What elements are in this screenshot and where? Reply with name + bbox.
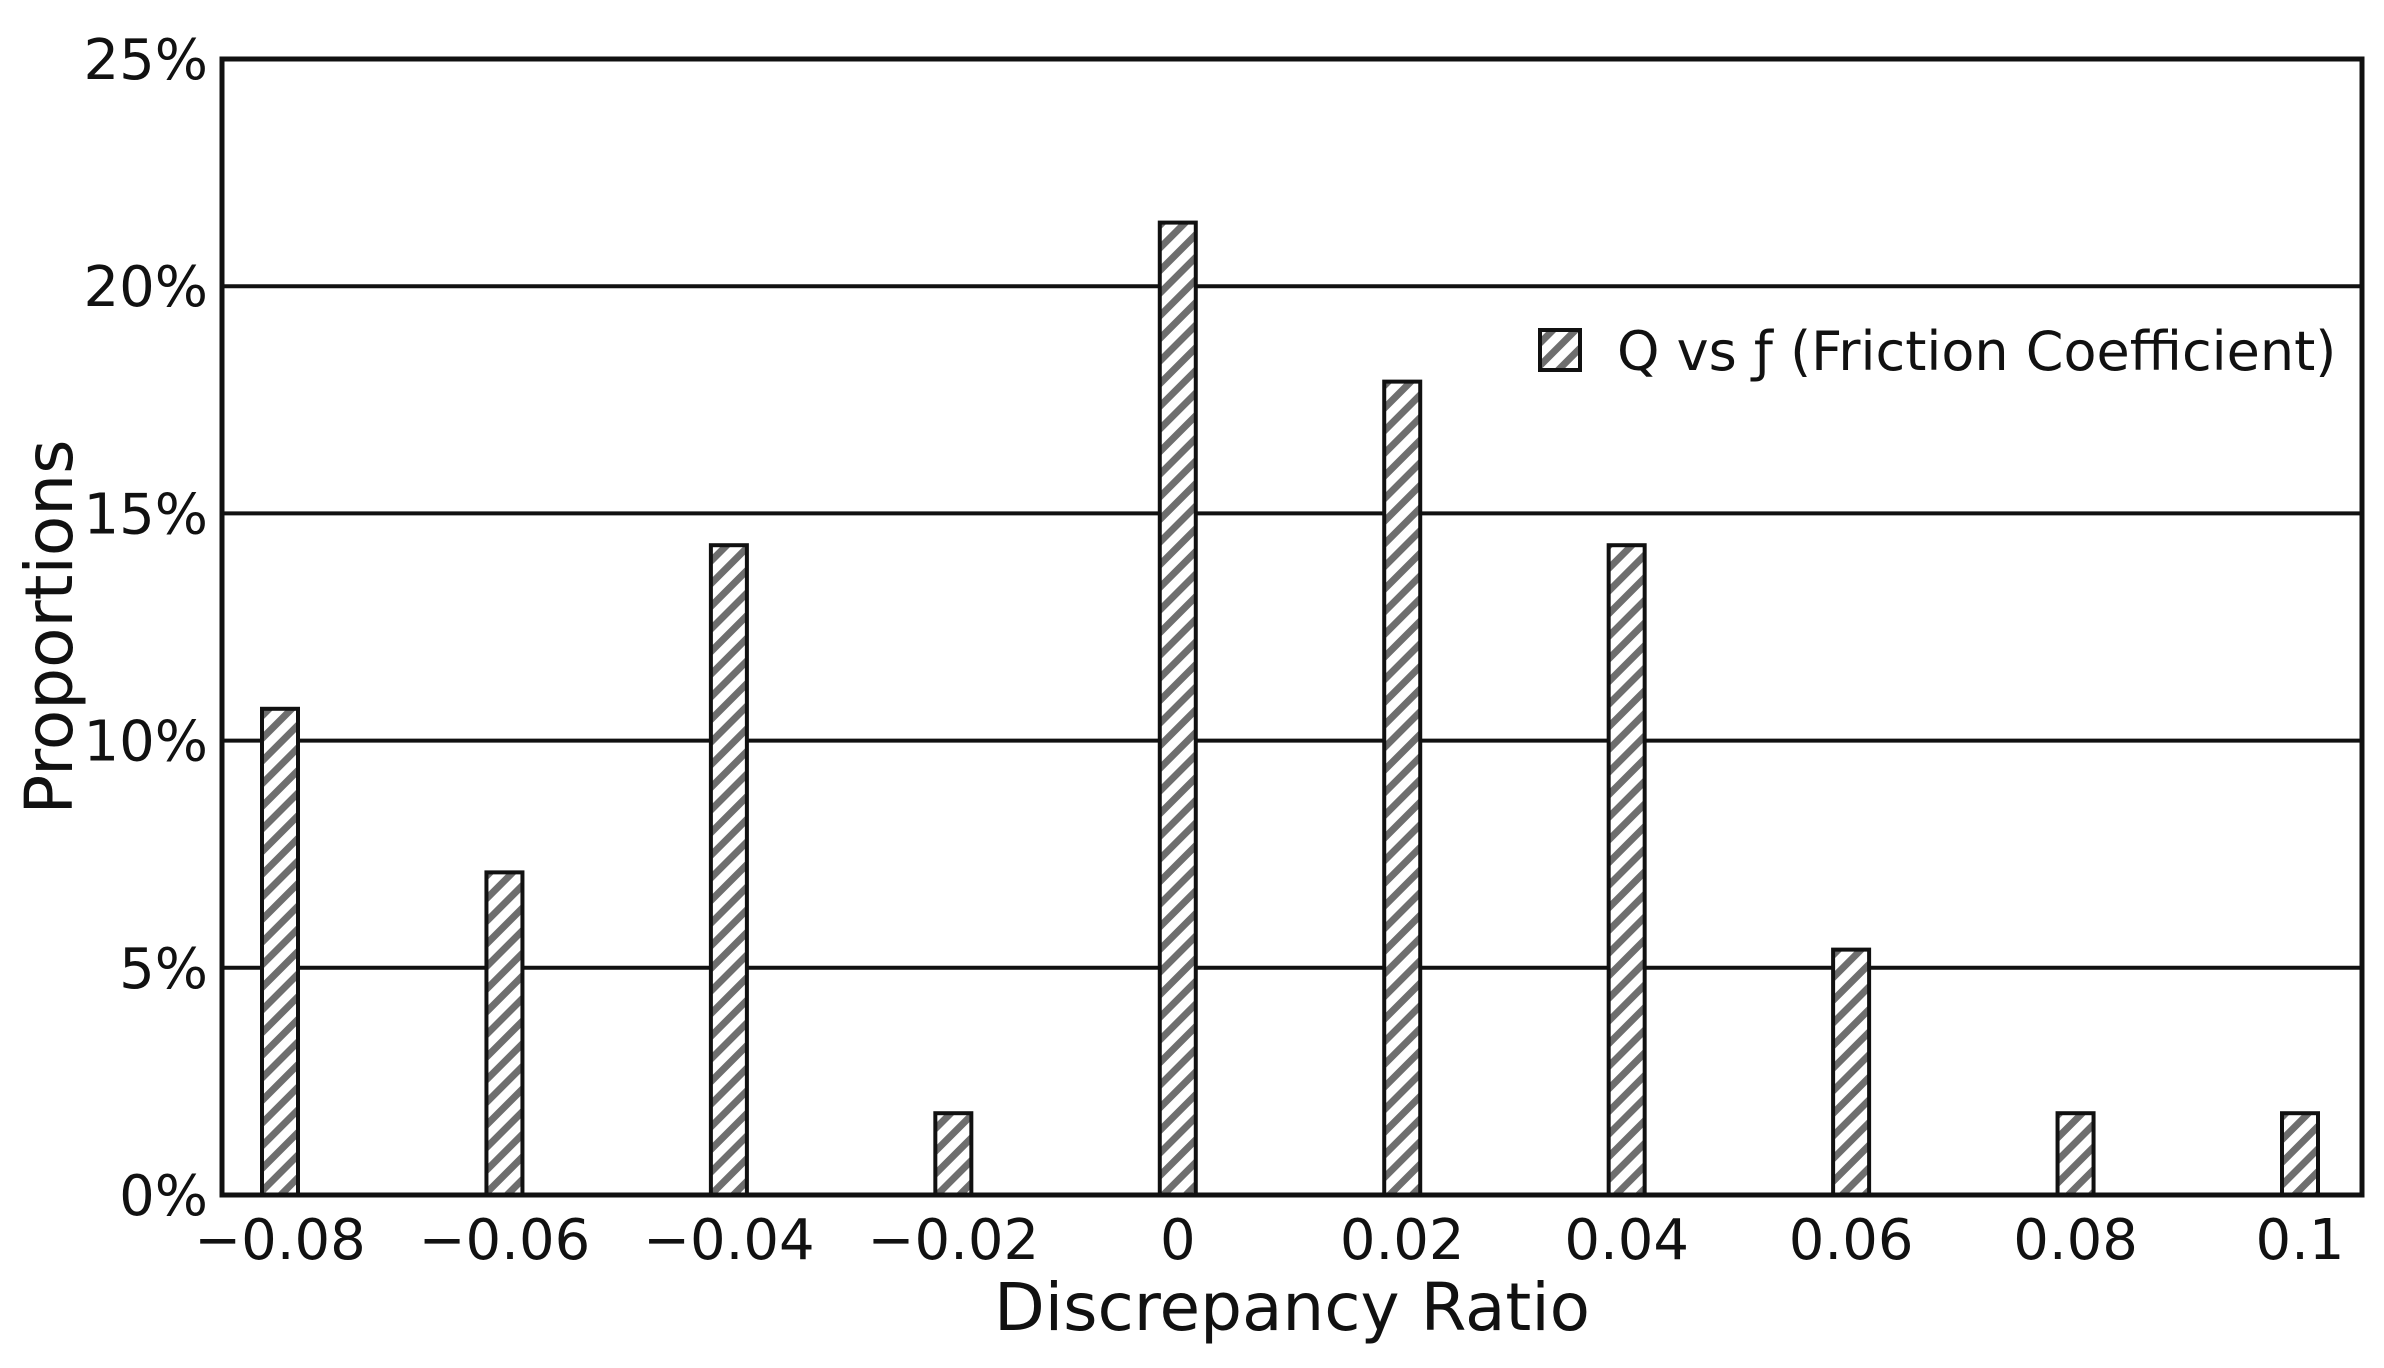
x-tick-label: 0.1 — [2255, 1208, 2344, 1273]
bar — [260, 706, 300, 1197]
y-tick-label: 0% — [119, 1164, 208, 1229]
gridlines — [222, 284, 2362, 970]
x-tick-label: −0.06 — [419, 1208, 591, 1273]
bar — [933, 1111, 974, 1198]
legend: Q vs ƒ (Friction Coefficient) — [1538, 320, 2336, 383]
bar — [2055, 1111, 2096, 1198]
legend-swatch — [1538, 328, 1582, 372]
x-tick-label: −0.04 — [643, 1208, 815, 1273]
bar — [1606, 543, 1647, 1197]
y-tick-label: 25% — [84, 28, 208, 93]
x-tick-label: 0.08 — [2013, 1208, 2138, 1273]
x-tick-label: 0.02 — [1340, 1208, 1465, 1273]
bar — [1382, 379, 1423, 1197]
x-tick-labels: −0.08 −0.06 −0.04 −0.02 0 0.02 0.04 0.06 0.08 0.1 — [194, 1208, 2344, 1273]
x-tick-label: 0 — [1160, 1208, 1196, 1273]
y-tick-labels: 0% 5% 10% 15% 20% 25% — [84, 28, 208, 1229]
x-tick-label: −0.02 — [868, 1208, 1040, 1273]
y-axis-title: Proportions — [11, 440, 88, 815]
x-tick-label: 0.04 — [1564, 1208, 1689, 1273]
bar — [1831, 947, 1872, 1198]
legend-label: Q vs ƒ (Friction Coefficient) — [1617, 320, 2336, 383]
x-tick-label: 0.06 — [1789, 1208, 1914, 1273]
x-axis-title: Discrepancy Ratio — [994, 1269, 1590, 1346]
y-tick-label: 15% — [84, 482, 208, 547]
y-tick-label: 5% — [119, 937, 208, 1002]
bar — [484, 870, 525, 1197]
bar — [2280, 1111, 2320, 1198]
bar — [708, 543, 749, 1197]
plot-area-frame — [219, 56, 2365, 1198]
y-tick-label: 10% — [84, 710, 208, 775]
x-tick-label: −0.08 — [194, 1208, 366, 1273]
bar — [1157, 220, 1198, 1198]
y-tick-label: 20% — [84, 255, 208, 320]
